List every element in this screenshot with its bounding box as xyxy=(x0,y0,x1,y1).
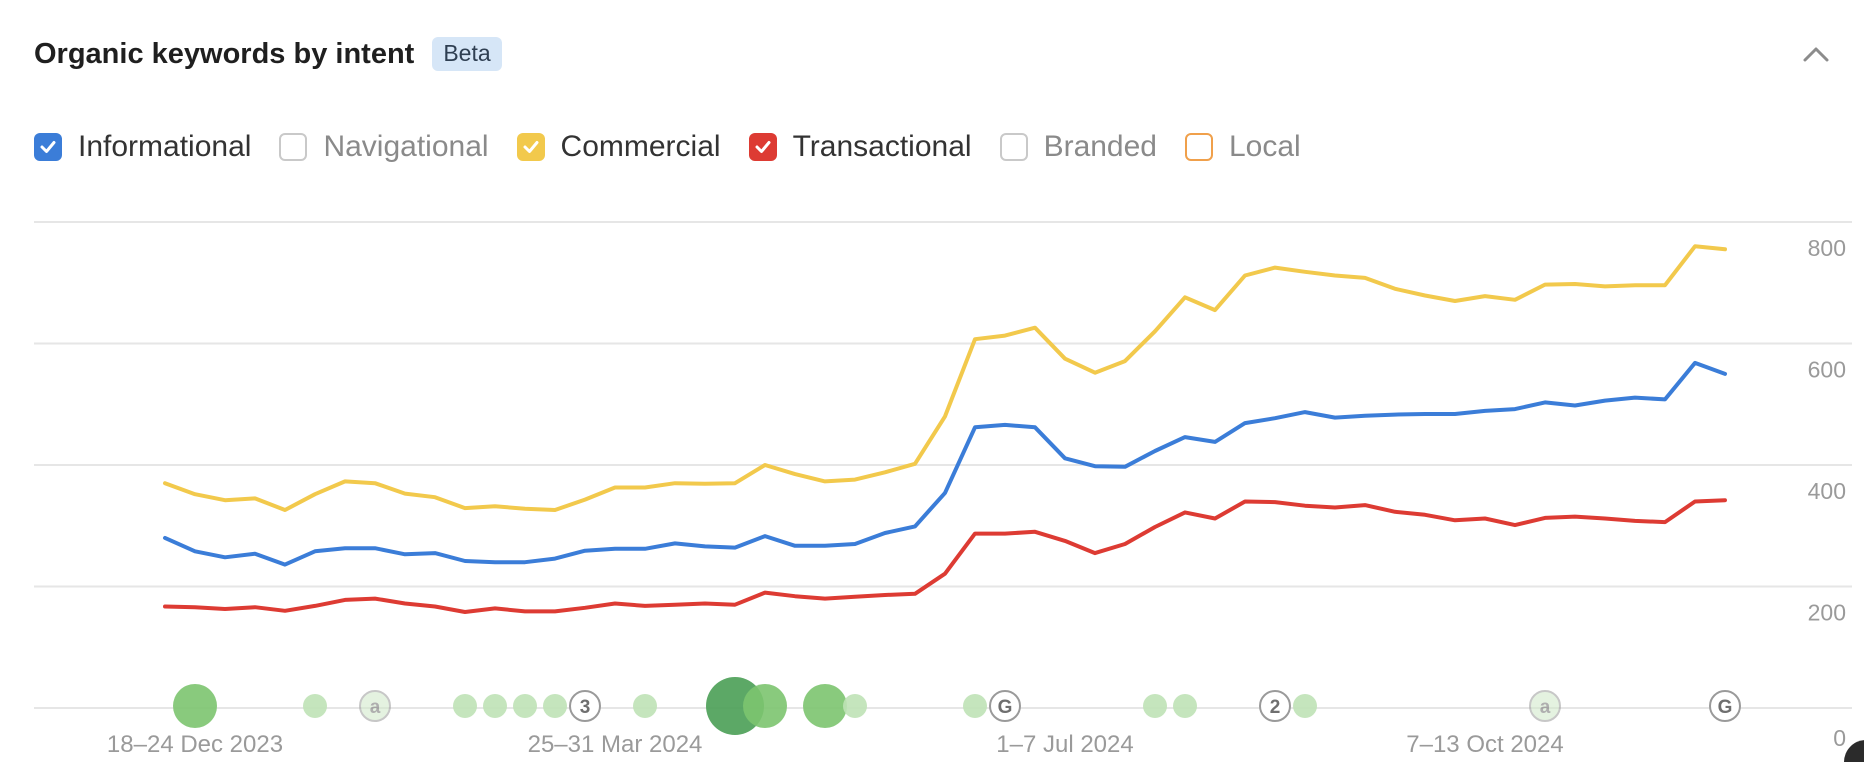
transactional-label: Transactional xyxy=(792,130,972,163)
x-tick-label: 7–13 Oct 2024 xyxy=(1406,731,1563,758)
annotation-marker-ring xyxy=(1259,690,1291,722)
annotation-marker[interactable]: G xyxy=(1709,690,1741,722)
update-event-dot[interactable] xyxy=(843,694,867,718)
scroll-control-button[interactable] xyxy=(1844,740,1864,762)
series-line-transactional[interactable] xyxy=(163,498,1727,614)
transactional-checkbox[interactable] xyxy=(748,133,777,161)
annotation-marker[interactable]: a xyxy=(1529,690,1561,722)
update-event-dot[interactable] xyxy=(633,694,657,718)
navigational-label: Navigational xyxy=(323,130,489,163)
local-label: Local xyxy=(1229,130,1301,163)
intent-legend: Informational Navigational Commercial Trans… xyxy=(34,130,1329,164)
annotation-marker-label: a xyxy=(1540,697,1551,718)
legend-item-navigational[interactable]: Navigational xyxy=(279,130,489,164)
update-event-dot[interactable] xyxy=(1143,694,1167,718)
y-tick-label: 400 xyxy=(1808,478,1846,504)
legend-item-local[interactable]: Local xyxy=(1185,130,1301,164)
annotation-marker[interactable]: 3 xyxy=(569,690,601,722)
legend-item-transactional[interactable]: Transactional xyxy=(748,130,972,164)
informational-checkbox[interactable] xyxy=(34,133,62,161)
annotation-marker-label: a xyxy=(370,697,381,718)
chevron-up-icon xyxy=(1803,47,1829,62)
local-checkbox[interactable] xyxy=(1185,133,1213,161)
annotation-marker-label: 2 xyxy=(1270,697,1281,718)
annotation-marker[interactable]: 2 xyxy=(1259,690,1291,722)
update-event-dot[interactable] xyxy=(483,694,507,718)
annotation-marker-ring xyxy=(989,690,1021,722)
x-tick-label: 25–31 Mar 2024 xyxy=(528,731,703,758)
checkmark-icon xyxy=(523,141,539,153)
series-line-informational[interactable] xyxy=(163,360,1727,567)
widget-title: Organic keywords by intent xyxy=(34,37,415,70)
update-event-dot[interactable] xyxy=(543,694,567,718)
x-tick-label: 1–7 Jul 2024 xyxy=(996,731,1133,758)
update-event-dot[interactable] xyxy=(803,684,847,728)
y-tick-label: 200 xyxy=(1808,600,1846,626)
annotation-marker-ring xyxy=(359,690,391,722)
update-event-dot[interactable] xyxy=(453,694,477,718)
branded-checkbox[interactable] xyxy=(999,133,1028,161)
checkmark-icon xyxy=(40,141,56,153)
annotation-marker[interactable]: a xyxy=(359,690,391,722)
commercial-label: Commercial xyxy=(560,130,721,163)
update-event-dot[interactable] xyxy=(743,684,787,728)
widget-header: Organic keywords by intent Beta xyxy=(34,34,502,74)
y-tick-label: 600 xyxy=(1808,357,1846,383)
annotation-marker-ring xyxy=(1529,690,1561,722)
update-event-dot[interactable] xyxy=(963,694,987,718)
annotation-marker-label: 3 xyxy=(580,697,591,718)
informational-label: Informational xyxy=(78,130,252,163)
update-event-dot[interactable] xyxy=(513,694,537,718)
y-tick-label: 0 xyxy=(1833,725,1846,751)
branded-label: Branded xyxy=(1043,130,1157,163)
beta-badge: Beta xyxy=(432,37,502,71)
update-event-dot[interactable] xyxy=(1293,694,1317,718)
update-event-dot[interactable] xyxy=(303,694,327,718)
x-tick-label: 18–24 Dec 2023 xyxy=(107,731,283,758)
collapse-button[interactable] xyxy=(1798,36,1834,72)
legend-item-informational[interactable]: Informational xyxy=(34,130,251,164)
annotation-marker-ring xyxy=(569,690,601,722)
annotation-marker-label: G xyxy=(998,697,1013,718)
y-tick-label: 800 xyxy=(1808,235,1846,261)
update-event-dot[interactable] xyxy=(173,684,217,728)
update-event-dot[interactable] xyxy=(1173,694,1197,718)
navigational-checkbox[interactable] xyxy=(279,133,308,161)
series-line-commercial[interactable] xyxy=(163,244,1727,512)
annotation-marker-label: G xyxy=(1718,697,1733,718)
annotation-marker[interactable]: G xyxy=(989,690,1021,722)
commercial-checkbox[interactable] xyxy=(516,133,545,161)
checkmark-icon xyxy=(755,141,771,153)
annotation-marker-ring xyxy=(1709,690,1741,722)
legend-item-commercial[interactable]: Commercial xyxy=(516,130,721,164)
legend-item-branded[interactable]: Branded xyxy=(999,130,1157,164)
